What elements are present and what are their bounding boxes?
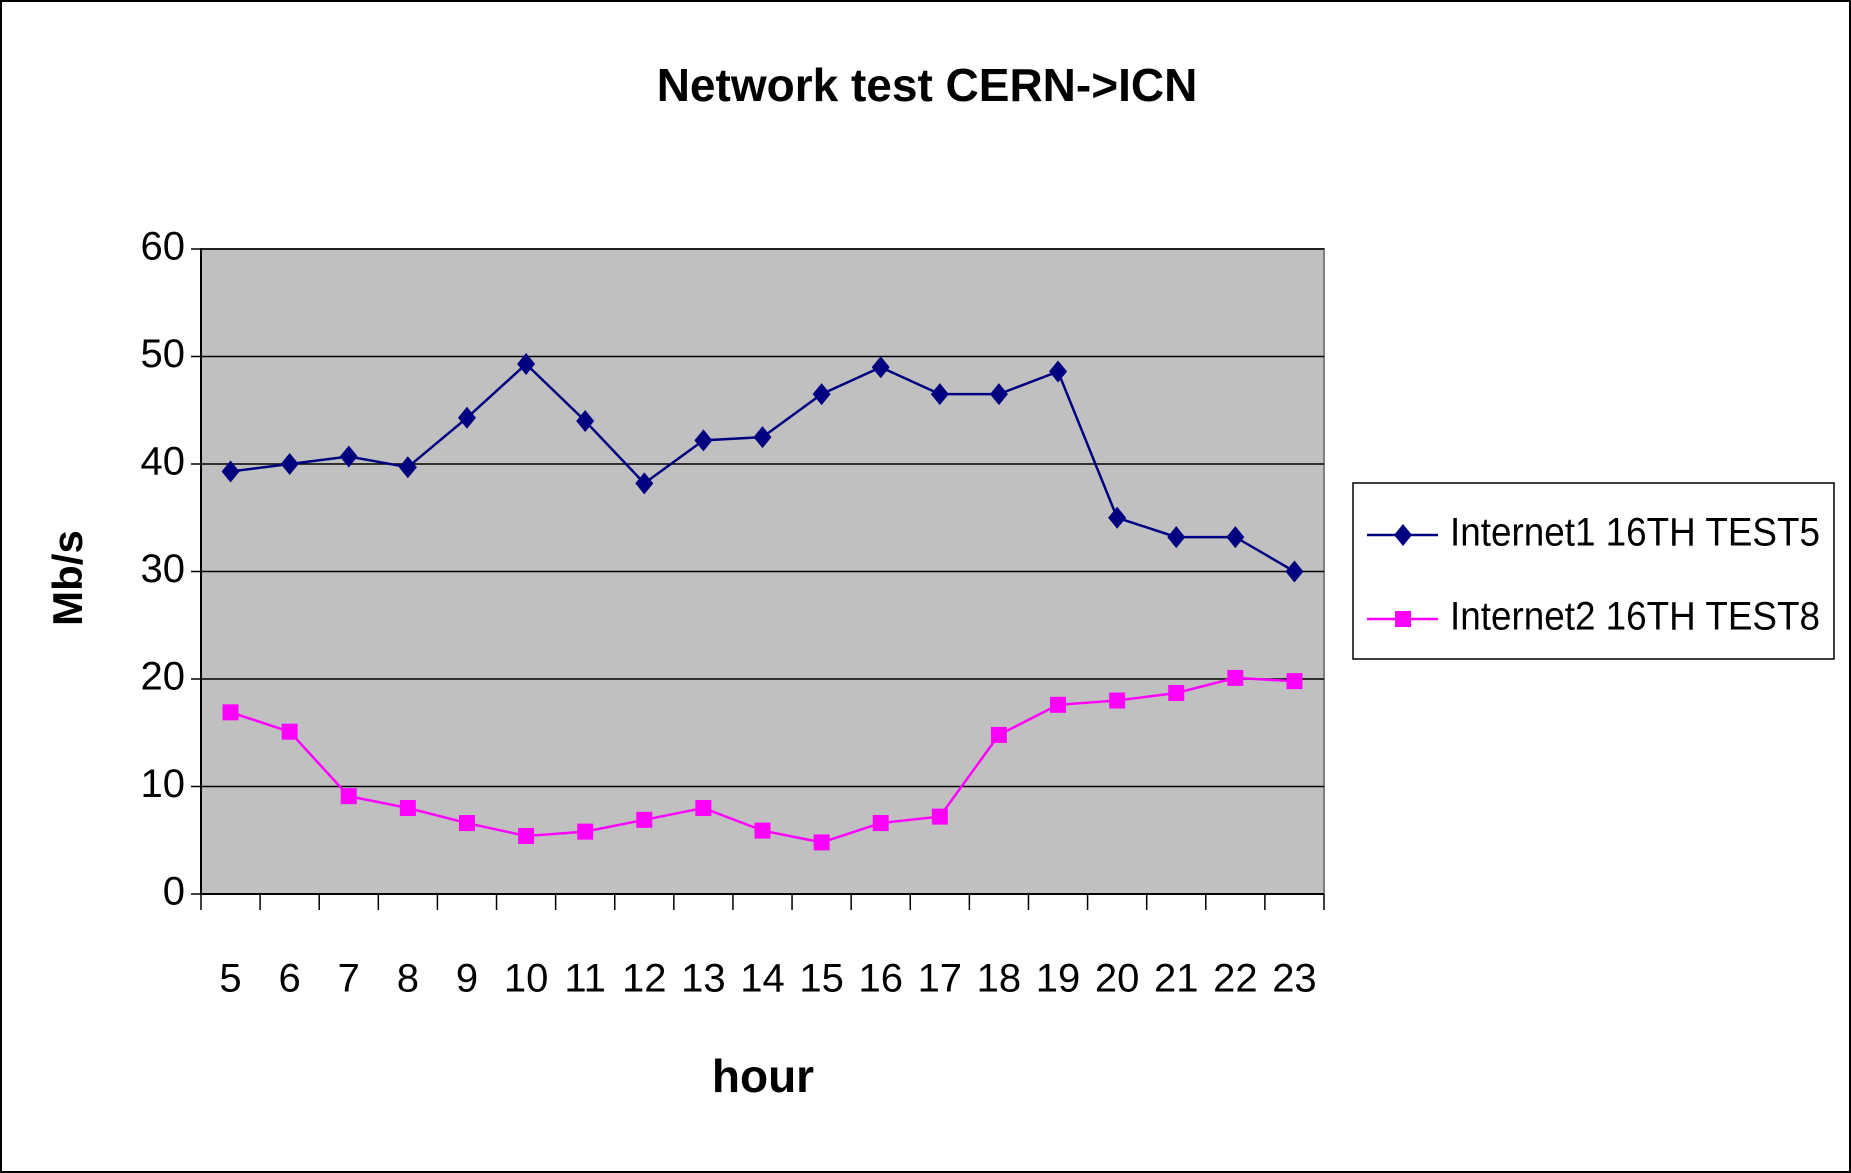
legend-label: Internet2 16TH TEST8 bbox=[1450, 595, 1820, 639]
data-point bbox=[1286, 673, 1303, 690]
data-point bbox=[1167, 526, 1186, 549]
y-tick-label: 50 bbox=[141, 332, 186, 376]
data-point bbox=[1227, 669, 1244, 686]
data-point bbox=[872, 815, 889, 832]
y-tick-label: 30 bbox=[141, 547, 186, 591]
x-tick-label: 6 bbox=[279, 957, 301, 1001]
x-tick-label: 18 bbox=[977, 957, 1022, 1001]
x-tick-label: 13 bbox=[681, 957, 726, 1001]
data-point bbox=[517, 353, 536, 376]
data-point bbox=[1108, 506, 1127, 529]
data-point bbox=[577, 823, 594, 840]
data-point bbox=[339, 445, 358, 468]
data-point bbox=[635, 472, 654, 495]
data-point bbox=[399, 800, 416, 816]
legend bbox=[1352, 482, 1835, 660]
x-tick-label: 14 bbox=[740, 957, 785, 1001]
data-point bbox=[1049, 360, 1068, 383]
x-tick-label: 15 bbox=[799, 957, 844, 1001]
data-point bbox=[990, 726, 1007, 743]
data-point bbox=[1168, 684, 1185, 701]
data-point bbox=[1226, 526, 1245, 549]
x-tick-label: 9 bbox=[456, 957, 478, 1001]
data-point bbox=[281, 723, 298, 740]
data-point bbox=[931, 808, 948, 825]
data-point bbox=[812, 383, 831, 406]
chart-title: Network test CERN->ICN bbox=[657, 59, 1198, 111]
x-tick-label: 21 bbox=[1154, 957, 1199, 1001]
x-tick-label: 20 bbox=[1095, 957, 1140, 1001]
x-tick-label: 12 bbox=[622, 957, 667, 1001]
data-point bbox=[989, 383, 1008, 406]
data-point bbox=[694, 429, 713, 452]
legend-label: Internet1 16TH TEST5 bbox=[1450, 511, 1820, 555]
x-tick-label: 16 bbox=[858, 957, 903, 1001]
x-tick-label: 5 bbox=[219, 957, 241, 1001]
data-point bbox=[871, 356, 890, 379]
data-point bbox=[576, 410, 595, 432]
y-tick-label: 40 bbox=[141, 440, 186, 484]
data-point bbox=[695, 800, 712, 816]
data-point bbox=[1050, 696, 1067, 713]
y-tick-label: 10 bbox=[141, 762, 186, 806]
x-tick-label: 10 bbox=[504, 957, 549, 1001]
data-point bbox=[280, 453, 299, 475]
data-point bbox=[754, 822, 771, 839]
data-point bbox=[636, 811, 653, 828]
data-point bbox=[222, 704, 239, 721]
x-axis-label: hour bbox=[712, 1050, 814, 1102]
x-tick-label: 19 bbox=[1036, 957, 1081, 1001]
data-point bbox=[458, 815, 475, 832]
data-point bbox=[518, 827, 535, 844]
data-point bbox=[930, 383, 949, 406]
x-tick-label: 8 bbox=[397, 957, 419, 1001]
data-point bbox=[221, 460, 240, 483]
x-tick-label: 23 bbox=[1272, 957, 1317, 1001]
data-point bbox=[457, 406, 476, 429]
y-tick-label: 20 bbox=[141, 655, 186, 699]
data-point bbox=[340, 788, 357, 805]
x-tick-label: 11 bbox=[564, 957, 606, 1001]
data-point bbox=[1109, 692, 1126, 709]
data-point bbox=[398, 456, 417, 479]
x-tick-label: 7 bbox=[338, 957, 360, 1001]
data-point bbox=[1285, 560, 1304, 583]
y-tick-label: 0 bbox=[163, 870, 185, 914]
data-point bbox=[753, 426, 772, 449]
legend-marker bbox=[1395, 611, 1411, 627]
data-point bbox=[813, 834, 830, 851]
y-axis-label: Mb/s bbox=[44, 530, 91, 626]
x-tick-label: 22 bbox=[1213, 957, 1258, 1001]
legend-marker bbox=[1394, 524, 1412, 546]
x-tick-label: 17 bbox=[918, 957, 963, 1001]
y-tick-label: 60 bbox=[141, 225, 186, 269]
